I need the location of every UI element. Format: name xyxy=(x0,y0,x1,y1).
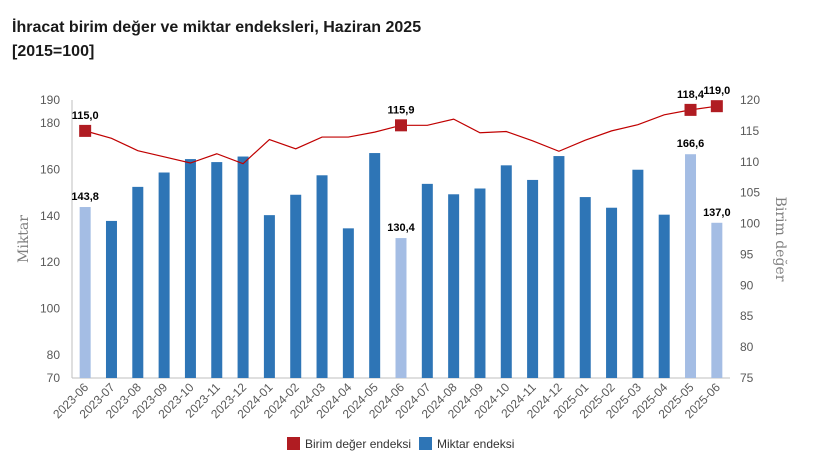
bar-data-label: 137,0 xyxy=(703,207,731,219)
y-tick-label: 140 xyxy=(40,209,60,223)
chart-title: İhracat birim değer ve miktar endeksleri… xyxy=(12,19,422,36)
y2-tick-label: 120 xyxy=(740,93,760,107)
y2-axis-label: Birim değer xyxy=(772,197,788,282)
bar xyxy=(342,228,354,378)
bar-data-label: 166,6 xyxy=(677,138,705,150)
bar xyxy=(79,207,91,378)
bar xyxy=(527,179,539,378)
y-tick-label: 80 xyxy=(47,348,61,362)
bar xyxy=(105,220,117,378)
line-data-label: 119,0 xyxy=(703,85,730,97)
legend-swatch-miktar xyxy=(419,437,432,450)
y2-tick-label: 75 xyxy=(740,371,754,385)
bar xyxy=(211,162,223,378)
y2-tick-label: 95 xyxy=(740,247,754,261)
bar xyxy=(500,165,512,378)
y2-tick-label: 105 xyxy=(740,186,760,200)
bar xyxy=(579,197,591,378)
bar xyxy=(658,214,670,378)
bar xyxy=(369,153,381,378)
y-tick-label: 100 xyxy=(40,302,60,316)
y-tick-label: 160 xyxy=(40,163,60,177)
bar xyxy=(395,238,407,378)
bar xyxy=(448,194,460,378)
line-data-label: 118,4 xyxy=(677,89,705,101)
bar xyxy=(237,156,249,378)
bar xyxy=(685,154,697,378)
y-tick-label: 70 xyxy=(47,371,61,385)
legend-swatch-birim-deger xyxy=(287,437,300,450)
y2-tick-label: 100 xyxy=(740,217,760,231)
bar xyxy=(421,183,433,378)
y-tick-label: 190 xyxy=(40,93,60,107)
legend-label-miktar: Miktar endeksi xyxy=(437,437,514,451)
bar xyxy=(711,222,723,378)
bar xyxy=(263,215,275,378)
chart-subtitle: [2015=100] xyxy=(12,43,95,60)
bar xyxy=(606,207,618,378)
bar-data-label: 143,8 xyxy=(71,191,99,203)
y2-tick-label: 110 xyxy=(740,155,759,169)
bar xyxy=(553,156,565,378)
y-tick-label: 120 xyxy=(40,255,60,269)
line-marker xyxy=(710,100,723,113)
bar xyxy=(632,169,644,378)
y-tick-label: 180 xyxy=(40,116,60,130)
y-axis-label: Miktar xyxy=(16,215,32,263)
bar xyxy=(184,159,196,378)
bar xyxy=(474,188,486,378)
line-data-label: 115,9 xyxy=(388,104,415,116)
bar xyxy=(132,186,144,378)
legend: Birim değer endeksi Miktar endeksi xyxy=(287,437,514,451)
line-data-label: 115,0 xyxy=(72,110,99,122)
line-marker xyxy=(684,103,697,116)
y2-tick-label: 115 xyxy=(740,124,759,138)
line-marker xyxy=(395,119,407,132)
bar-data-label: 130,4 xyxy=(387,222,415,234)
bar xyxy=(290,194,302,378)
line-marker xyxy=(79,124,92,137)
bar xyxy=(316,175,328,378)
y2-tick-label: 85 xyxy=(740,309,754,323)
bar xyxy=(158,172,170,378)
y2-tick-label: 90 xyxy=(740,278,754,292)
y2-tick-label: 80 xyxy=(740,340,754,354)
legend-label-birim-deger: Birim değer endeksi xyxy=(305,437,411,451)
